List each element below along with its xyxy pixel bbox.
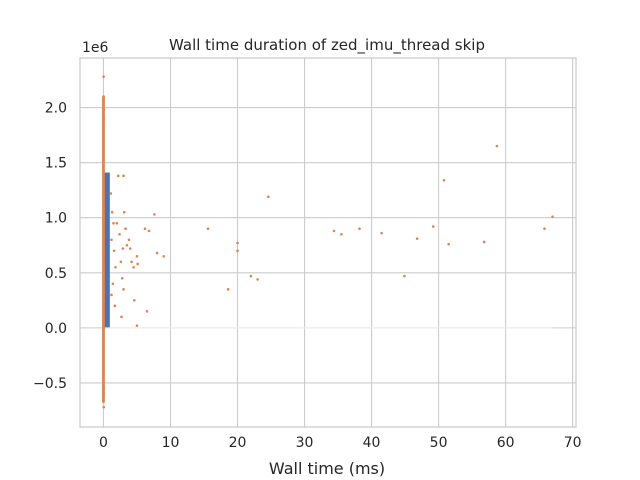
scatter-point: [447, 242, 450, 246]
axes-frame: [79, 57, 577, 428]
scatter-point: [162, 254, 166, 258]
scatter-point: [147, 229, 151, 233]
scatter-point: [135, 254, 139, 258]
scatter-point: [122, 210, 126, 214]
histogram-layer: [103, 172, 553, 329]
scatter-point: [543, 227, 546, 231]
scatter-point: [109, 192, 113, 195]
scatter-point: [249, 274, 253, 278]
scatter-point: [112, 249, 116, 253]
scatter-point: [119, 260, 123, 264]
scatter-point: [155, 251, 159, 255]
y-tick-label: −0.5: [33, 376, 67, 392]
scatter-point: [135, 324, 139, 327]
scatter-point: [136, 262, 139, 266]
scatter-point: [122, 174, 125, 178]
scatter-point: [256, 278, 259, 281]
y-tick-label: 0.0: [45, 321, 67, 337]
scatter-point: [115, 221, 119, 225]
scatter-point: [358, 227, 361, 231]
scatter-point: [236, 241, 239, 245]
scatter-point: [102, 117, 105, 120]
scatter-point: [102, 100, 105, 104]
scatter-point: [110, 210, 114, 214]
dense-point-column: [102, 96, 105, 403]
scatter-point: [236, 249, 239, 253]
y-offset-label: 1e6: [82, 40, 109, 56]
scatter-point: [206, 227, 210, 231]
scatter-point: [143, 227, 147, 231]
scatter-point: [132, 299, 136, 302]
scatter-point: [226, 288, 230, 291]
y-tick-label: 2.0: [45, 101, 67, 117]
scatter-points: [102, 75, 554, 409]
scatter-point: [332, 229, 336, 233]
scatter-point: [403, 274, 406, 278]
scatter-point: [267, 195, 270, 199]
chart-title: Wall time duration of zed_imu_thread ski…: [169, 36, 485, 55]
scatter-point: [380, 231, 383, 235]
scatter-point: [116, 174, 120, 178]
scatter-point: [482, 240, 486, 244]
y-tick-label: 1.5: [45, 156, 67, 172]
scatter-point: [431, 225, 435, 228]
y-tick-label: 1.0: [45, 211, 67, 227]
scatter-point: [121, 247, 125, 250]
x-tick-label: 70: [564, 435, 582, 451]
scatter-point: [102, 387, 105, 390]
scatter-point: [111, 282, 115, 286]
scatter-point: [102, 108, 106, 112]
scatter-point: [153, 213, 156, 216]
scatter-point: [114, 265, 117, 269]
scatter-point: [495, 144, 499, 148]
plot-frame: [79, 57, 577, 428]
scatter-point: [551, 215, 554, 218]
x-tick-label: 50: [430, 435, 448, 451]
scatter-point: [127, 238, 131, 242]
scatter-point: [132, 265, 135, 269]
scatter-point: [118, 232, 121, 236]
x-tick-label: 0: [99, 435, 108, 451]
scatter-point: [130, 260, 133, 264]
tick-labels: 0 10 20 30 40 50 60 70 −0.5 0.0 0.5 1.0 1.5 2.0: [33, 101, 582, 451]
scatter-point: [120, 315, 123, 319]
y-tick-label: 0.5: [45, 266, 67, 282]
scatter-point: [122, 288, 125, 291]
scatter-point: [128, 247, 132, 250]
grid-lines: [80, 58, 576, 427]
scatter-point: [112, 221, 115, 225]
scatter-point: [102, 392, 105, 396]
x-tick-label: 30: [296, 435, 314, 451]
scatter-point: [120, 276, 124, 280]
scatter-point: [110, 238, 113, 242]
x-tick-label: 40: [363, 435, 381, 451]
scatter-point: [113, 304, 117, 308]
scatter-point: [110, 293, 113, 297]
x-tick-label: 60: [497, 435, 515, 451]
x-tick-label: 10: [162, 435, 180, 451]
scatter-point: [415, 237, 419, 240]
histogram-bar: [103, 172, 110, 328]
scatter-point: [102, 95, 105, 98]
x-tick-label: 20: [229, 435, 247, 451]
scatter-point: [102, 75, 105, 79]
x-axis-label: Wall time (ms): [269, 459, 385, 478]
scatter-point: [102, 405, 106, 409]
scatter-point: [442, 178, 446, 182]
scatter-point: [124, 227, 127, 231]
scatter-point: [145, 310, 149, 313]
scatter-point: [125, 243, 129, 247]
scatter-point: [340, 232, 343, 236]
scatter-point: [102, 326, 106, 330]
